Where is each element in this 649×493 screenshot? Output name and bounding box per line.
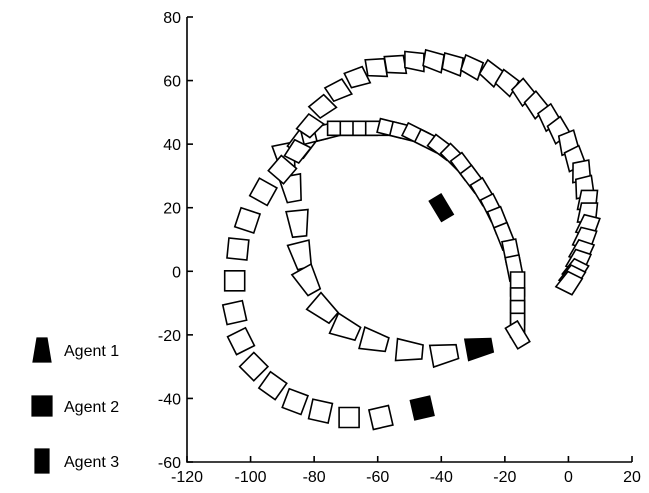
x-tick-label: -120 — [171, 469, 203, 486]
trail-marker — [367, 404, 394, 431]
x-tick-label: -80 — [303, 469, 326, 486]
x-tick-label: -20 — [493, 469, 516, 486]
legend-item: Agent 3 — [34, 448, 119, 474]
trail-marker — [404, 50, 425, 73]
trajectory-series-4 — [283, 48, 601, 296]
trail-marker — [441, 52, 465, 77]
trail-marker — [248, 177, 278, 207]
trail-marker — [328, 311, 362, 342]
trail-marker — [233, 206, 262, 235]
x-tick-label: -100 — [235, 469, 267, 486]
x-tick-label: -40 — [430, 469, 453, 486]
trail-marker — [257, 370, 288, 401]
axes: -120 -100 -80 -60 -40 -20 0 20 -60 -40 -20 0 20 40 60 8… — [158, 10, 641, 486]
x-tick-label: 0 — [564, 469, 573, 486]
trail-marker — [343, 65, 372, 89]
trail-marker — [428, 343, 460, 369]
x-tick-label: -60 — [366, 469, 389, 486]
legend-label: Agent 3 — [64, 454, 119, 471]
legend-item: Agent 2 — [31, 395, 119, 417]
legend-swatch — [34, 448, 50, 474]
legend: Agent 1 Agent 2 Agent 3 — [31, 337, 119, 474]
y-tick-label: 40 — [163, 137, 181, 154]
y-tick-label: 20 — [163, 201, 181, 218]
trail-marker — [281, 387, 310, 416]
y-tick-label: 60 — [163, 74, 181, 91]
trail-marker — [383, 54, 408, 75]
x-tick-label: 20 — [623, 469, 641, 486]
trail-marker — [305, 291, 340, 325]
current-position-marker — [409, 395, 435, 421]
trajectory-series-2 — [221, 128, 435, 431]
axis-lines — [186, 17, 632, 463]
trail-marker — [307, 93, 338, 120]
legend-item: Agent 1 — [32, 337, 119, 363]
trail-marker — [238, 351, 270, 382]
legend-swatch — [31, 395, 53, 417]
y-tick-label: -60 — [158, 455, 181, 472]
trail-marker — [290, 262, 322, 297]
y-tick-label: -40 — [158, 391, 181, 408]
trail-marker — [307, 398, 334, 424]
y-tick-label: 80 — [163, 10, 181, 27]
current-position-marker — [428, 192, 455, 223]
trail-marker — [226, 237, 250, 261]
plot-marks — [221, 48, 601, 431]
trail-marker — [422, 48, 446, 74]
trail-marker — [295, 112, 326, 139]
trail-marker — [267, 154, 298, 185]
trail-marker — [283, 138, 313, 165]
trail-marker — [394, 337, 424, 362]
trail-marker — [358, 326, 390, 353]
trail-marker — [323, 77, 354, 103]
trail-marker — [504, 319, 531, 350]
trail-marker — [364, 57, 389, 78]
trail-marker — [338, 406, 360, 429]
legend-swatch — [32, 337, 52, 363]
trail-marker — [554, 270, 584, 296]
trail-marker — [223, 269, 246, 292]
current-position-marker — [463, 337, 495, 362]
trail-marker — [221, 299, 248, 326]
y-tick-label: -20 — [158, 328, 181, 345]
legend-label: Agent 1 — [64, 343, 119, 360]
legend-label: Agent 2 — [64, 399, 119, 416]
trail-marker — [226, 326, 256, 356]
y-tick-label: 0 — [172, 264, 181, 281]
trail-marker — [285, 208, 309, 239]
